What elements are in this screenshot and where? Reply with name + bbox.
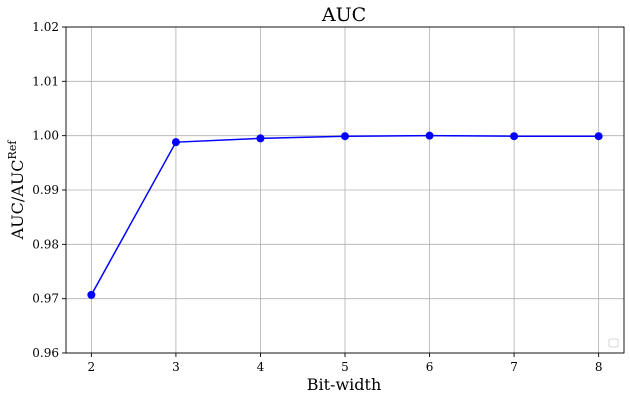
data-point <box>87 290 96 299</box>
y-tick-label: 0.99 <box>32 183 59 197</box>
y-axis-label-main: AUC/AUC <box>8 159 27 240</box>
y-tick-label: 0.98 <box>32 237 59 251</box>
x-tick-label: 8 <box>595 360 603 374</box>
y-tick-label: 1.01 <box>32 74 59 88</box>
y-axis: 0.96 0.97 0.98 0.99 1.00 1.01 1.02 <box>32 20 66 360</box>
x-axis-label: Bit-width <box>307 375 382 394</box>
x-tick-label: 4 <box>257 360 265 374</box>
x-tick-label: 3 <box>172 360 180 374</box>
x-axis: 2 3 4 5 6 7 8 <box>88 353 603 374</box>
x-tick-label: 5 <box>341 360 349 374</box>
data-point <box>341 132 349 141</box>
y-axis-label: AUC/AUCRef <box>6 140 27 241</box>
y-tick-label: 1.02 <box>32 20 59 34</box>
y-axis-label-superscript: Ref <box>6 140 19 160</box>
x-tick-label: 2 <box>88 360 96 374</box>
series-group <box>87 131 603 299</box>
y-tick-label: 0.97 <box>32 292 59 306</box>
chart-title: AUC <box>321 4 366 26</box>
data-point <box>510 132 519 141</box>
y-tick-label: 1.00 <box>32 129 59 143</box>
x-tick-label: 6 <box>426 360 434 374</box>
data-point <box>594 132 603 141</box>
data-point <box>171 138 180 147</box>
y-tick-label: 0.96 <box>32 346 59 360</box>
data-point <box>256 134 265 143</box>
legend-box <box>608 338 619 348</box>
data-point <box>425 131 434 140</box>
x-tick-label: 7 <box>510 360 518 374</box>
